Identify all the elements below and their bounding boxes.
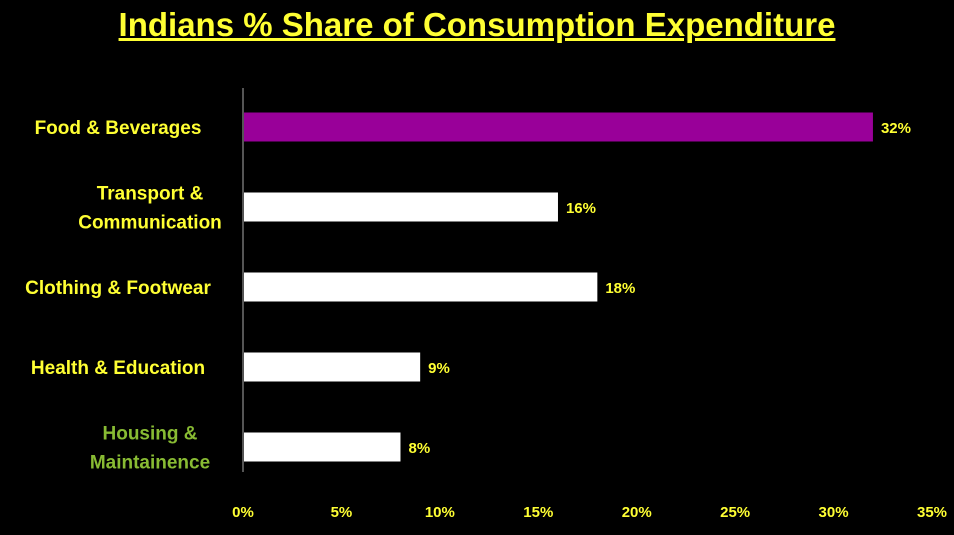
x-tick-label: 35% <box>917 504 947 521</box>
data-label: 16% <box>566 200 596 217</box>
chart-title: Indians % Share of Consumption Expenditu… <box>118 6 836 43</box>
bar <box>244 432 401 462</box>
x-tick-label: 15% <box>523 504 553 521</box>
x-tick-label: 10% <box>425 504 455 521</box>
x-tick-label: 20% <box>622 504 652 521</box>
category-label: Transport & Communication <box>78 184 222 234</box>
category-label: Food & Beverages <box>35 118 202 139</box>
x-tick-label: 0% <box>232 504 254 521</box>
bar <box>244 112 873 142</box>
x-tick-label: 5% <box>331 504 353 521</box>
bar <box>244 272 598 302</box>
bar <box>244 192 558 222</box>
x-tick-label: 30% <box>819 504 849 521</box>
category-label: Health & Education <box>31 358 205 379</box>
data-label: 32% <box>881 120 911 137</box>
bar <box>244 352 421 382</box>
data-label: 18% <box>605 280 635 297</box>
category-label: Clothing & Footwear <box>25 278 211 299</box>
category-label: Housing & Maintainence <box>90 424 210 474</box>
data-label: 8% <box>408 440 430 457</box>
data-label: 9% <box>428 360 450 377</box>
x-tick-label: 25% <box>720 504 750 521</box>
